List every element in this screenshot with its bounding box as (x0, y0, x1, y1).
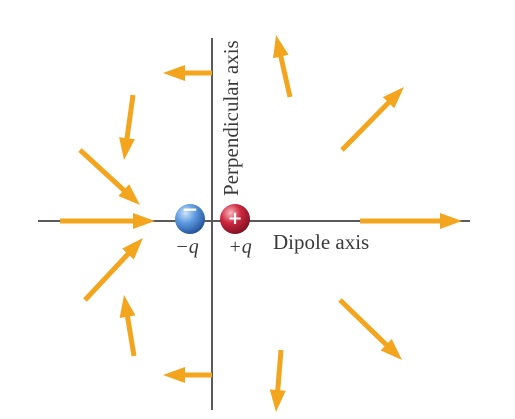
field-arrow-icon (119, 295, 137, 357)
field-arrow-icon (163, 367, 212, 383)
field-arrow-head (380, 338, 402, 360)
field-arrow-icon (273, 35, 293, 98)
field-arrow-icon (269, 349, 286, 412)
positive-charge-label: +q (228, 236, 252, 258)
field-arrow-head (163, 367, 185, 383)
field-arrow-icon (163, 65, 212, 81)
field-arrow-icon (60, 213, 155, 229)
negative-charge-sphere-icon (175, 204, 205, 234)
positive-charge-sphere-icon (220, 204, 250, 234)
field-vectors (60, 35, 462, 412)
field-arrow-head (122, 238, 143, 260)
field-arrow-shaft (78, 148, 127, 194)
field-arrow-head (119, 137, 135, 160)
field-arrow-shaft (124, 314, 137, 357)
field-arrow-icon (338, 298, 402, 360)
negative-charge-label: −q (175, 236, 199, 258)
field-arrow-icon (340, 87, 404, 152)
negative-charge: − (175, 197, 205, 234)
field-arrow-shaft (277, 53, 293, 98)
field-arrow-icon (78, 148, 140, 205)
field-arrow-head (440, 213, 462, 229)
field-arrow-shaft (275, 349, 284, 393)
field-arrow-icon (360, 213, 462, 229)
field-arrow-icon (83, 238, 143, 302)
field-arrow-head (119, 295, 136, 319)
perpendicular-axis-label: Perpendicular axis (219, 40, 243, 196)
field-arrow-shaft (340, 99, 392, 152)
field-arrow-head (273, 35, 289, 59)
field-arrow-head (382, 87, 404, 109)
dipole-axis-label: Dipole axis (273, 230, 369, 254)
field-arrow-head (133, 213, 155, 229)
positive-charge: + (220, 204, 250, 234)
positive-sign: + (227, 208, 242, 229)
field-arrow-shaft (124, 94, 136, 141)
field-arrow-head (118, 184, 140, 205)
field-arrow-icon (119, 94, 136, 160)
field-arrow-shaft (338, 298, 390, 348)
field-arrow-head (269, 389, 286, 412)
negative-sign: − (182, 197, 199, 221)
field-arrow-head (163, 65, 185, 81)
field-arrow-shaft (83, 250, 132, 302)
